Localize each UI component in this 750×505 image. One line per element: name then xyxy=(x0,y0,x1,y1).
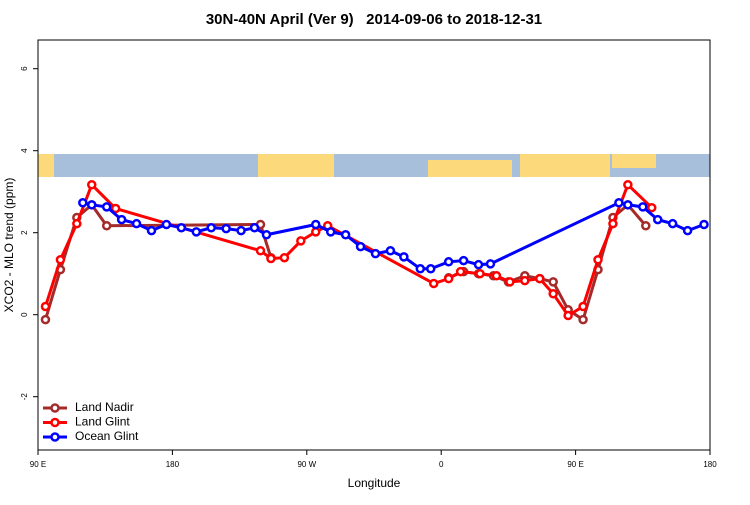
data-point xyxy=(667,218,678,229)
legend-label: Ocean Glint xyxy=(75,429,139,443)
data-point xyxy=(206,223,216,233)
y-tick-label: -2 xyxy=(20,393,29,401)
data-point xyxy=(78,198,88,208)
data-point xyxy=(261,230,272,240)
data-point xyxy=(40,314,51,325)
data-point xyxy=(399,252,409,262)
data-point xyxy=(443,257,454,267)
y-axis-label: XCO2 - MLO trend (ppm) xyxy=(2,178,16,313)
y-tick-label: 4 xyxy=(20,148,29,153)
data-point xyxy=(623,200,633,210)
data-point xyxy=(266,253,276,264)
data-point xyxy=(296,236,306,246)
data-point xyxy=(101,220,112,231)
data-point xyxy=(279,252,290,263)
data-point xyxy=(355,241,366,252)
x-tick-label: 90 E xyxy=(30,460,46,469)
data-point xyxy=(340,230,351,240)
data-point xyxy=(131,218,142,229)
legend-marker xyxy=(50,403,60,413)
data-point xyxy=(255,245,266,256)
map-strip xyxy=(38,154,710,177)
data-point xyxy=(385,245,396,256)
data-point xyxy=(236,225,246,236)
data-point xyxy=(638,202,648,212)
x-tick-label: 180 xyxy=(166,460,180,469)
x-tick-label: 90 E xyxy=(567,460,583,469)
y-tick-label: 0 xyxy=(20,312,29,317)
legend-marker xyxy=(50,417,60,428)
data-point xyxy=(491,271,502,281)
data-point xyxy=(614,198,624,208)
data-point xyxy=(40,301,51,312)
plot-frame xyxy=(37,39,711,451)
data-point xyxy=(443,273,454,284)
data-point xyxy=(505,277,515,287)
x-tick-label: 0 xyxy=(439,460,444,469)
legend-label: Land Glint xyxy=(75,415,130,429)
data-point xyxy=(311,219,321,230)
data-point xyxy=(455,266,466,277)
data-point xyxy=(425,264,436,274)
data-point xyxy=(101,202,112,212)
data-point xyxy=(641,220,651,231)
data-point xyxy=(475,268,485,279)
x-axis-label: Longitude xyxy=(348,476,401,490)
legend-label: Land Nadir xyxy=(75,400,134,414)
data-point xyxy=(485,259,496,269)
y-tick-label: 6 xyxy=(20,66,29,71)
data-point xyxy=(473,259,484,270)
data-point xyxy=(191,227,202,237)
y-tick-label: 2 xyxy=(20,230,29,235)
data-point xyxy=(548,289,558,299)
data-point xyxy=(370,248,381,259)
data-point xyxy=(249,223,260,233)
data-point xyxy=(520,275,530,286)
data-point xyxy=(428,278,439,289)
data-point xyxy=(311,227,321,237)
data-point xyxy=(652,214,663,225)
data-point xyxy=(55,255,66,265)
data-point xyxy=(458,255,469,266)
data-point xyxy=(116,214,127,225)
data-point xyxy=(146,225,157,236)
data-point xyxy=(578,314,588,325)
x-tick-label: 90 W xyxy=(297,460,316,469)
data-point xyxy=(161,219,172,230)
data-point xyxy=(563,310,573,321)
data-point xyxy=(593,255,603,265)
data-point xyxy=(325,227,336,237)
data-point xyxy=(87,200,97,210)
data-point xyxy=(682,225,693,236)
chart-title: 30N-40N April (Ver 9) 2014-09-06 to 2018… xyxy=(206,11,542,28)
data-point xyxy=(578,301,588,312)
data-point xyxy=(699,219,709,230)
data-point xyxy=(608,218,618,229)
data-point xyxy=(623,179,633,190)
data-point xyxy=(72,218,82,229)
data-point xyxy=(221,223,231,234)
data-point xyxy=(176,223,187,233)
data-point xyxy=(535,273,545,284)
data-point xyxy=(647,202,657,213)
legend-marker xyxy=(50,432,60,442)
data-point xyxy=(87,179,97,190)
data-point xyxy=(110,203,121,214)
data-point xyxy=(415,264,426,274)
data-point xyxy=(548,277,558,287)
x-tick-label: 180 xyxy=(703,460,717,469)
